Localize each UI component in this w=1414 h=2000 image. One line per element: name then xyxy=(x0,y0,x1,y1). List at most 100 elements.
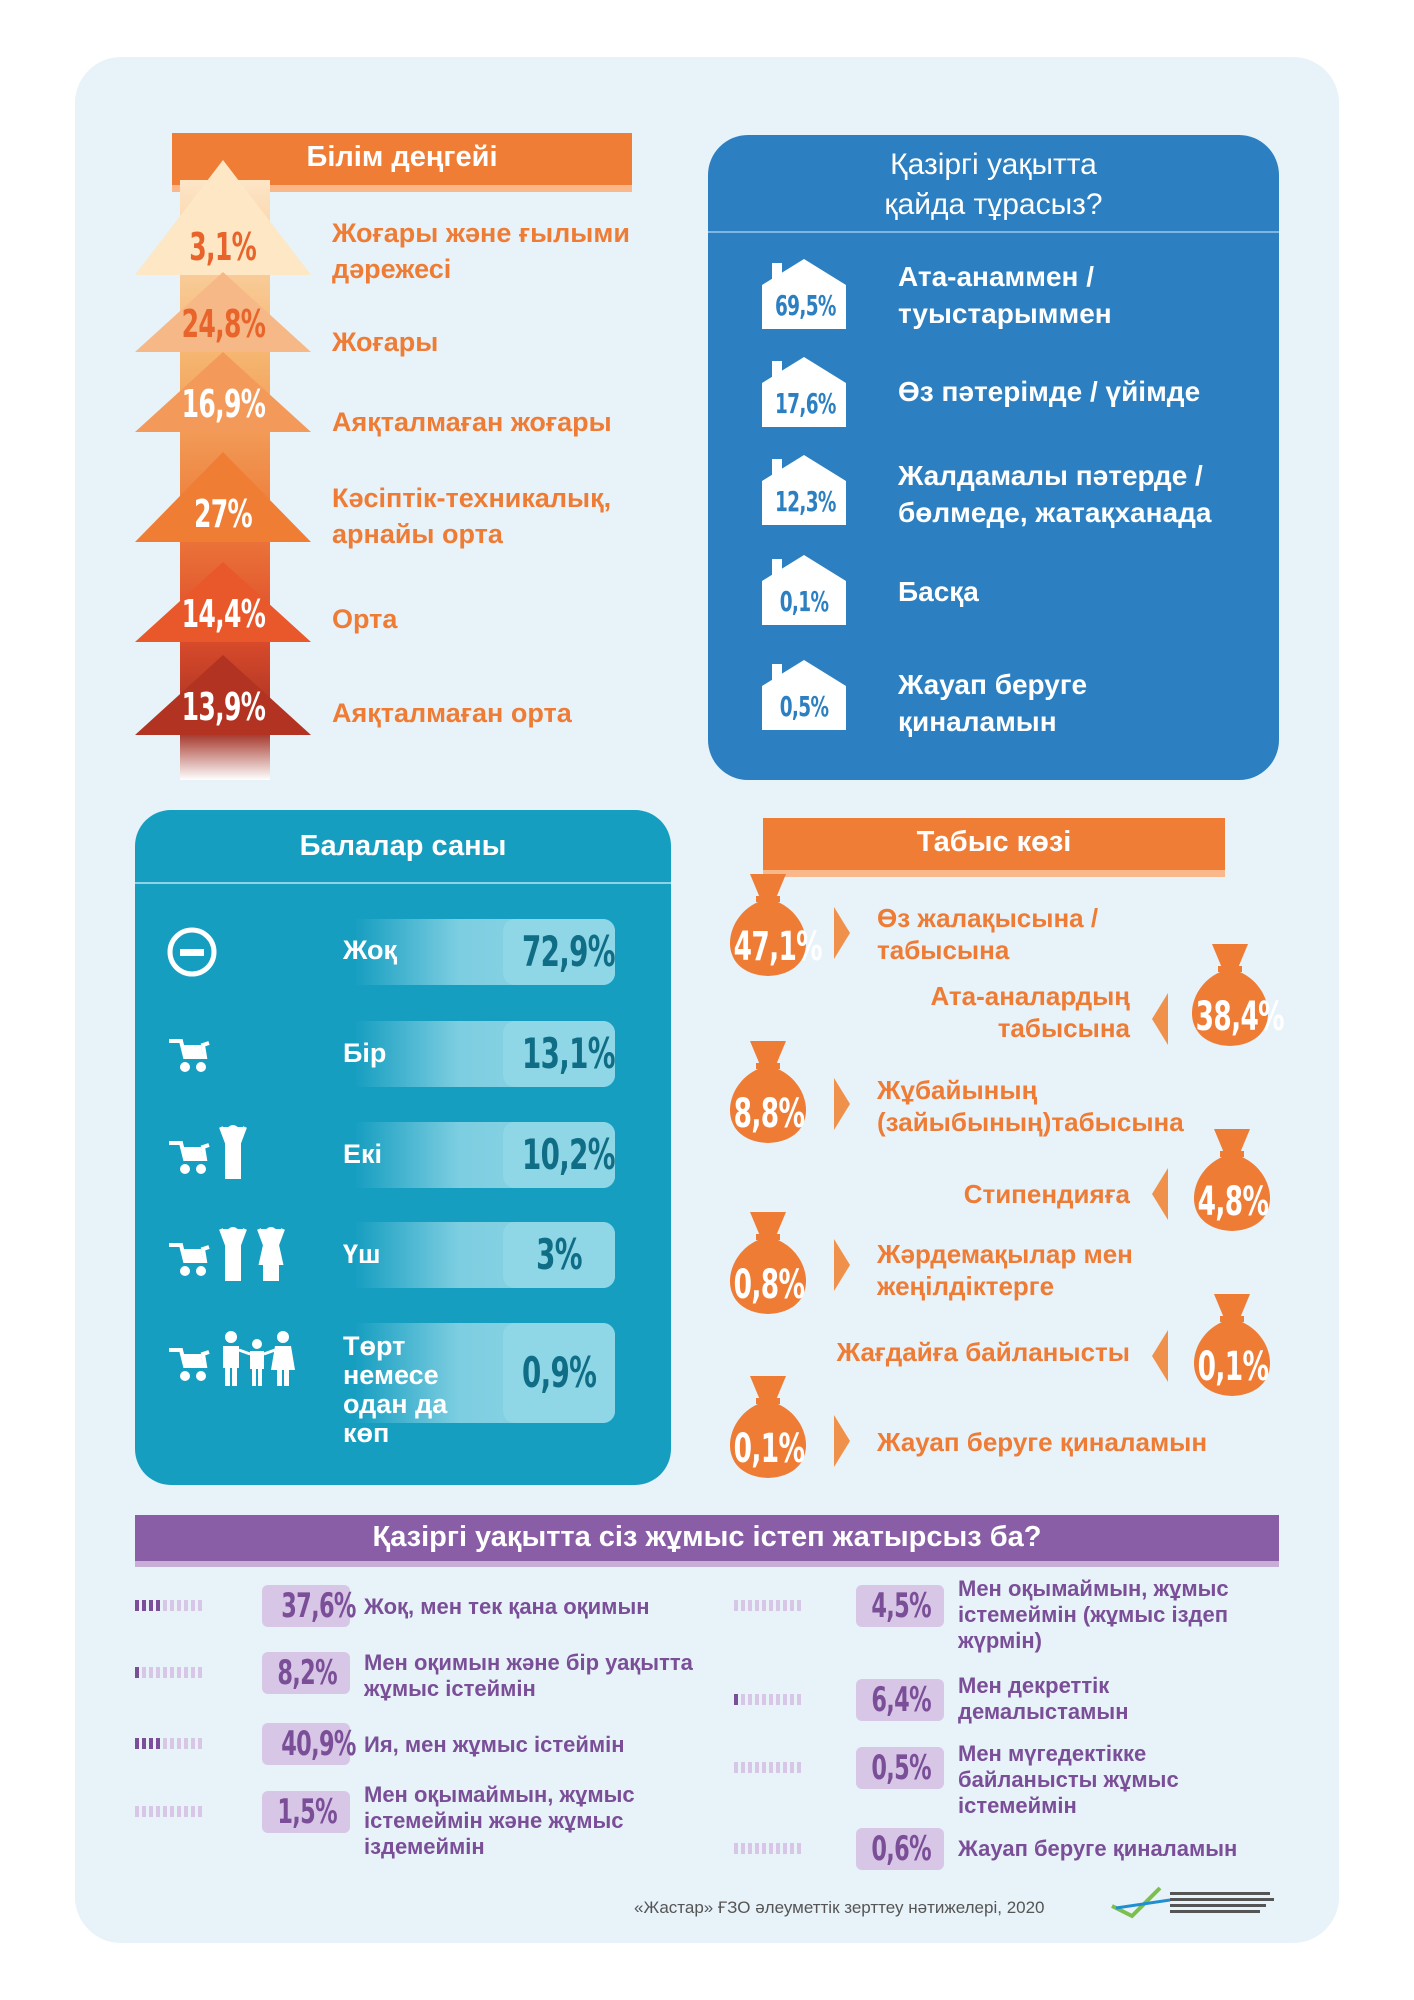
pointer-right-icon xyxy=(834,1239,850,1291)
work-level-dot xyxy=(177,1600,181,1611)
work-level-dot xyxy=(741,1694,745,1705)
source-note: «Жастар» ҒЗО әлеуметтік зерттеу нәтижеле… xyxy=(634,1898,1045,1917)
work-level-dot xyxy=(142,1667,146,1678)
work-level-dots xyxy=(135,1600,202,1611)
work-level-dot xyxy=(762,1694,766,1705)
education-label: Жоғары xyxy=(332,327,439,357)
work-level-dot xyxy=(198,1806,202,1817)
work-level-dots xyxy=(135,1806,202,1817)
work-level-dot xyxy=(177,1738,181,1749)
money-bag-icon: 38,4% xyxy=(1178,940,1285,1050)
work-level-dot xyxy=(177,1667,181,1678)
residence-value: 12,3% xyxy=(774,485,836,518)
house-icon: 12,3% xyxy=(760,453,848,525)
residence-label: Ата-анаммен / туыстарыммен xyxy=(898,261,1112,329)
work-level-dot xyxy=(198,1667,202,1678)
work-level-dot xyxy=(163,1806,167,1817)
education-value: 14,4% xyxy=(181,592,265,636)
work-level-dot xyxy=(776,1600,780,1611)
work-level-dot xyxy=(769,1600,773,1611)
children-title: Балалар саны xyxy=(299,830,507,862)
work-level-dot xyxy=(790,1694,794,1705)
work-value-tag: 4,5% xyxy=(856,1585,944,1627)
work-label: Мен оқимын және бір уақытта жұмыс істейм… xyxy=(364,1650,693,1701)
education-label: Орта xyxy=(332,604,398,634)
income-value: 0,8% xyxy=(733,1262,805,1308)
children-value: 13,1% xyxy=(522,1029,616,1078)
work-value: 40,9% xyxy=(281,1724,356,1764)
no-entry-icon xyxy=(165,925,219,984)
work-level-dot xyxy=(156,1738,160,1749)
work-value-tag: 1,5% xyxy=(262,1791,350,1833)
work-level-dot xyxy=(149,1667,153,1678)
income-value: 0,1% xyxy=(1197,1344,1269,1390)
work-label: Мен декреттік демалыстамын xyxy=(958,1673,1129,1724)
money-bag-icon: 4,8% xyxy=(1180,1125,1284,1235)
work-level-dot xyxy=(149,1738,153,1749)
work-level-dot xyxy=(755,1600,759,1611)
stroller-icon xyxy=(165,1035,215,1080)
work-level-dot xyxy=(191,1667,195,1678)
work-value-tag: 8,2% xyxy=(262,1652,350,1694)
children-label: Жоқ xyxy=(343,935,398,965)
work-level-dot xyxy=(776,1694,780,1705)
work-level-dot xyxy=(177,1806,181,1817)
work-level-dot xyxy=(741,1600,745,1611)
work-title: Қазіргі уақытта сіз жұмыс істеп жатырсыз… xyxy=(135,1515,1279,1567)
children-bar: 72,9% xyxy=(355,919,616,985)
work-level-dot xyxy=(783,1843,787,1854)
work-level-dot xyxy=(797,1762,801,1773)
money-bag-icon: 47,1% xyxy=(716,870,823,980)
income-value: 4,8% xyxy=(1197,1179,1269,1225)
children-panel: Балалар саны 72,9% Жоқ 13,1% Бір 10,2% Е… xyxy=(135,810,671,1485)
work-level-dot xyxy=(142,1600,146,1611)
money-bag-icon: 0,1% xyxy=(716,1372,820,1482)
income-value: 0,1% xyxy=(733,1426,805,1472)
education-label: Жоғары және ғылыми дәрежесі xyxy=(332,218,630,284)
children-label: Екі xyxy=(343,1139,383,1169)
work-level-dot xyxy=(776,1843,780,1854)
work-level-dot xyxy=(191,1600,195,1611)
work-label: Мен оқымаймын, жұмыс істемеймін (жұмыс і… xyxy=(958,1576,1229,1653)
work-level-dots xyxy=(734,1762,801,1773)
work-level-dot xyxy=(135,1667,139,1678)
stroller-and-two-children-icon xyxy=(165,1225,295,1286)
work-value: 0,6% xyxy=(871,1829,931,1869)
children-bar: 13,1% xyxy=(355,1021,616,1087)
work-level-dot xyxy=(184,1738,188,1749)
children-bar: 0,9% xyxy=(355,1323,615,1423)
work-value-tag: 6,4% xyxy=(856,1679,944,1721)
organization-logo xyxy=(1110,1886,1280,1922)
work-level-dot xyxy=(769,1843,773,1854)
work-value-tag: 0,5% xyxy=(856,1747,944,1789)
work-level-dot xyxy=(790,1600,794,1611)
work-level-dot xyxy=(790,1843,794,1854)
money-bag-icon: 8,8% xyxy=(716,1037,820,1147)
children-value-tag: 10,2% xyxy=(503,1122,616,1188)
stroller-and-family-icon xyxy=(165,1330,315,1391)
income-label: Жәрдемақылар мен жеңілдіктерге xyxy=(877,1239,1133,1301)
children-label: Төрт немесе одан да көп xyxy=(343,1331,448,1448)
children-value: 10,2% xyxy=(522,1130,616,1179)
work-label: Мен оқымаймын, жұмыс істемеймін және жұм… xyxy=(364,1782,635,1859)
work-level-dot xyxy=(170,1806,174,1817)
income-value: 47,1% xyxy=(733,924,823,970)
children-value-tag: 13,1% xyxy=(503,1021,616,1087)
work-level-dot xyxy=(184,1806,188,1817)
work-value: 0,5% xyxy=(871,1748,931,1788)
work-level-dot xyxy=(748,1600,752,1611)
house-icon: 0,1% xyxy=(760,553,848,625)
work-value: 1,5% xyxy=(277,1792,337,1832)
work-level-dot xyxy=(734,1694,738,1705)
work-value-tag: 40,9% xyxy=(262,1723,356,1765)
income-label: Стипендияға xyxy=(963,1179,1130,1209)
pointer-left-icon xyxy=(1152,993,1168,1045)
residence-value: 0,1% xyxy=(779,585,829,618)
work-value-tag: 37,6% xyxy=(262,1585,356,1627)
work-level-dot xyxy=(783,1694,787,1705)
house-icon: 0,5% xyxy=(760,658,848,730)
work-level-dot xyxy=(734,1600,738,1611)
pointer-right-icon xyxy=(834,907,850,959)
house-icon: 17,6% xyxy=(760,355,848,427)
work-level-dot xyxy=(790,1762,794,1773)
